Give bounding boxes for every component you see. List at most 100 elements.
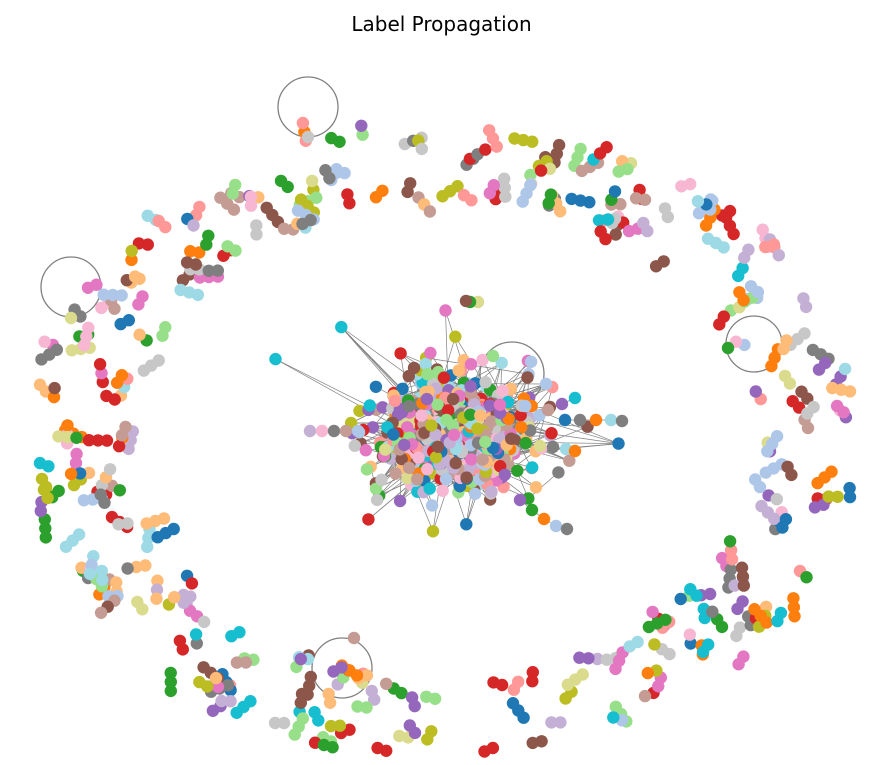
graph-node: [464, 408, 477, 421]
graph-node: [506, 697, 520, 710]
graph-node: [360, 701, 373, 714]
graph-node: [525, 503, 539, 517]
graph-node: [83, 567, 97, 581]
graph-node: [498, 172, 511, 185]
graph-node: [184, 590, 197, 603]
graph-node: [499, 190, 512, 203]
graph-node: [69, 456, 83, 470]
graph-node: [511, 464, 524, 477]
graph-node: [542, 197, 555, 210]
graph-node: [291, 204, 305, 217]
graph-node: [405, 691, 419, 704]
graph-node: [493, 398, 507, 411]
graph-node: [82, 321, 95, 334]
graph-node: [61, 419, 74, 432]
graph-node: [524, 355, 538, 368]
graph-node: [394, 347, 407, 360]
graph-node: [425, 419, 438, 432]
graph-node: [301, 130, 315, 144]
graph-node: [838, 362, 852, 376]
graph-node: [215, 694, 228, 708]
graph-node: [483, 187, 496, 200]
graph-node: [526, 135, 539, 148]
graph-node: [465, 194, 478, 207]
graph-node: [533, 439, 547, 453]
graph-node: [767, 238, 781, 251]
graph-node: [549, 519, 563, 533]
graph-node: [513, 493, 527, 507]
graph-node: [721, 341, 735, 355]
graph-node: [164, 684, 177, 698]
graph-node: [39, 531, 52, 544]
graph-node: [360, 463, 374, 476]
graph-node: [403, 719, 416, 732]
graph-node: [638, 689, 652, 703]
graph-node: [439, 304, 452, 317]
graph-node: [772, 249, 785, 262]
graph-node: [479, 435, 492, 449]
graph-node: [150, 583, 164, 596]
graph-node: [563, 454, 576, 467]
graph-node: [121, 517, 134, 530]
graph-node: [424, 346, 437, 360]
graph-node: [324, 719, 338, 733]
graph-node: [545, 716, 558, 729]
graph-node: [108, 302, 121, 315]
graph-node: [333, 135, 346, 148]
graph-node: [713, 318, 726, 331]
graph-node: [658, 202, 672, 215]
graph-node: [402, 461, 416, 474]
graph-node: [411, 473, 424, 486]
graph-node: [189, 628, 203, 641]
graph-node: [554, 716, 567, 729]
graph-node: [787, 592, 800, 605]
self-loop-edge: [311, 637, 373, 699]
graph-node: [449, 456, 462, 470]
graph-node: [244, 190, 258, 203]
graph-node: [451, 180, 464, 193]
graph-node: [629, 192, 643, 205]
graph-node: [67, 478, 81, 492]
graph-node: [612, 437, 625, 450]
graph-node: [514, 409, 527, 422]
graph-node: [239, 656, 253, 669]
graph-node: [573, 651, 586, 664]
graph-node: [73, 467, 87, 480]
graph-node: [269, 352, 282, 366]
graph-node: [128, 270, 142, 283]
graph-node: [568, 444, 582, 458]
graph-node: [201, 680, 214, 693]
graph-node: [176, 643, 189, 656]
graph-node: [351, 424, 365, 438]
graph-node: [429, 451, 443, 464]
graph-node: [141, 540, 154, 554]
graph-node: [197, 615, 211, 629]
graph-node: [37, 483, 51, 496]
graph-node: [541, 403, 555, 417]
graph-node: [727, 227, 740, 241]
graph-node: [788, 610, 801, 623]
graph-node: [221, 240, 234, 253]
graph-node: [369, 380, 383, 393]
graph-node: [808, 501, 822, 514]
graph-node: [70, 431, 83, 444]
graph-node: [103, 463, 117, 476]
graph-node: [95, 564, 109, 578]
graph-node: [167, 522, 180, 536]
graph-node: [421, 463, 434, 476]
graph-node: [59, 540, 73, 553]
graph-node: [684, 177, 697, 191]
graph-node: [600, 141, 613, 154]
graph-node: [537, 512, 551, 526]
graph-node: [42, 460, 55, 473]
graph-node: [274, 174, 288, 188]
graph-node: [421, 368, 434, 381]
graph-node: [604, 413, 618, 427]
graph-node: [360, 669, 374, 682]
graph-node: [319, 164, 332, 177]
graph-node: [526, 666, 539, 679]
graph-node: [369, 482, 383, 495]
graph-node: [150, 592, 163, 605]
graph-node: [483, 399, 497, 412]
graph-node: [615, 414, 629, 428]
